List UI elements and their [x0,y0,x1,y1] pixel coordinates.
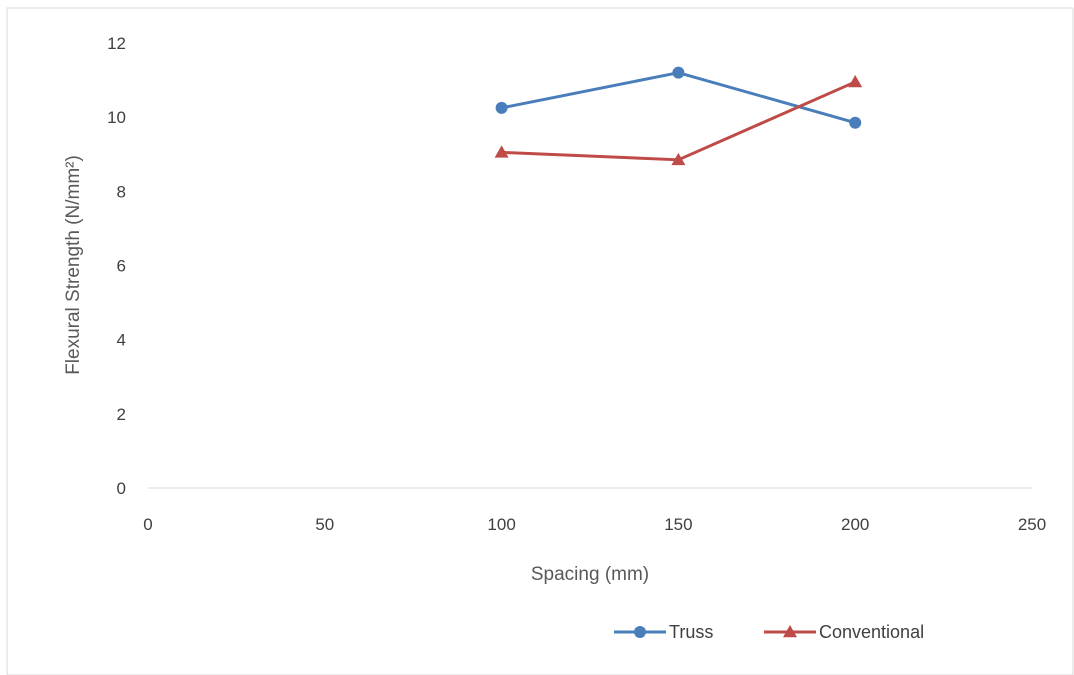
y-tick-label: 0 [117,479,126,498]
x-tick-label: 0 [143,515,152,534]
series-layer [494,66,863,166]
legend-item-conventional: Conventional [764,622,924,642]
x-tick-label: 50 [315,515,334,534]
legend-marker [634,626,646,638]
y-tick-label: 12 [107,34,126,53]
y-tick-label: 4 [117,331,126,350]
x-axis-ticks: 0 50 100 150 200 250 [143,515,1046,534]
conventional-point [494,145,509,158]
legend-label: Truss [669,622,713,642]
truss-point [849,116,862,129]
x-tick-label: 250 [1018,515,1046,534]
series-truss [495,66,862,129]
chart-border [6,7,1074,675]
legend-item-truss: Truss [614,622,713,642]
x-tick-label: 150 [664,515,692,534]
x-tick-label: 200 [841,515,869,534]
y-tick-label: 8 [117,182,126,201]
legend: Truss Conventional [614,622,924,642]
x-tick-label: 100 [487,515,515,534]
y-axis-ticks: 0 2 4 6 8 10 12 [107,34,126,498]
legend-label: Conventional [819,622,924,642]
truss-point [495,101,508,114]
x-axis-title: Spacing (mm) [531,564,649,585]
y-tick-label: 2 [117,405,126,424]
conventional-point [848,74,863,88]
series-conventional [494,74,863,166]
y-tick-label: 6 [117,257,126,276]
legend-marker [783,625,797,638]
truss-point [672,66,685,79]
y-tick-label: 10 [107,108,126,127]
y-axis-title: Flexural Strength (N/mm²) [63,155,84,375]
conventional-point [671,152,686,166]
